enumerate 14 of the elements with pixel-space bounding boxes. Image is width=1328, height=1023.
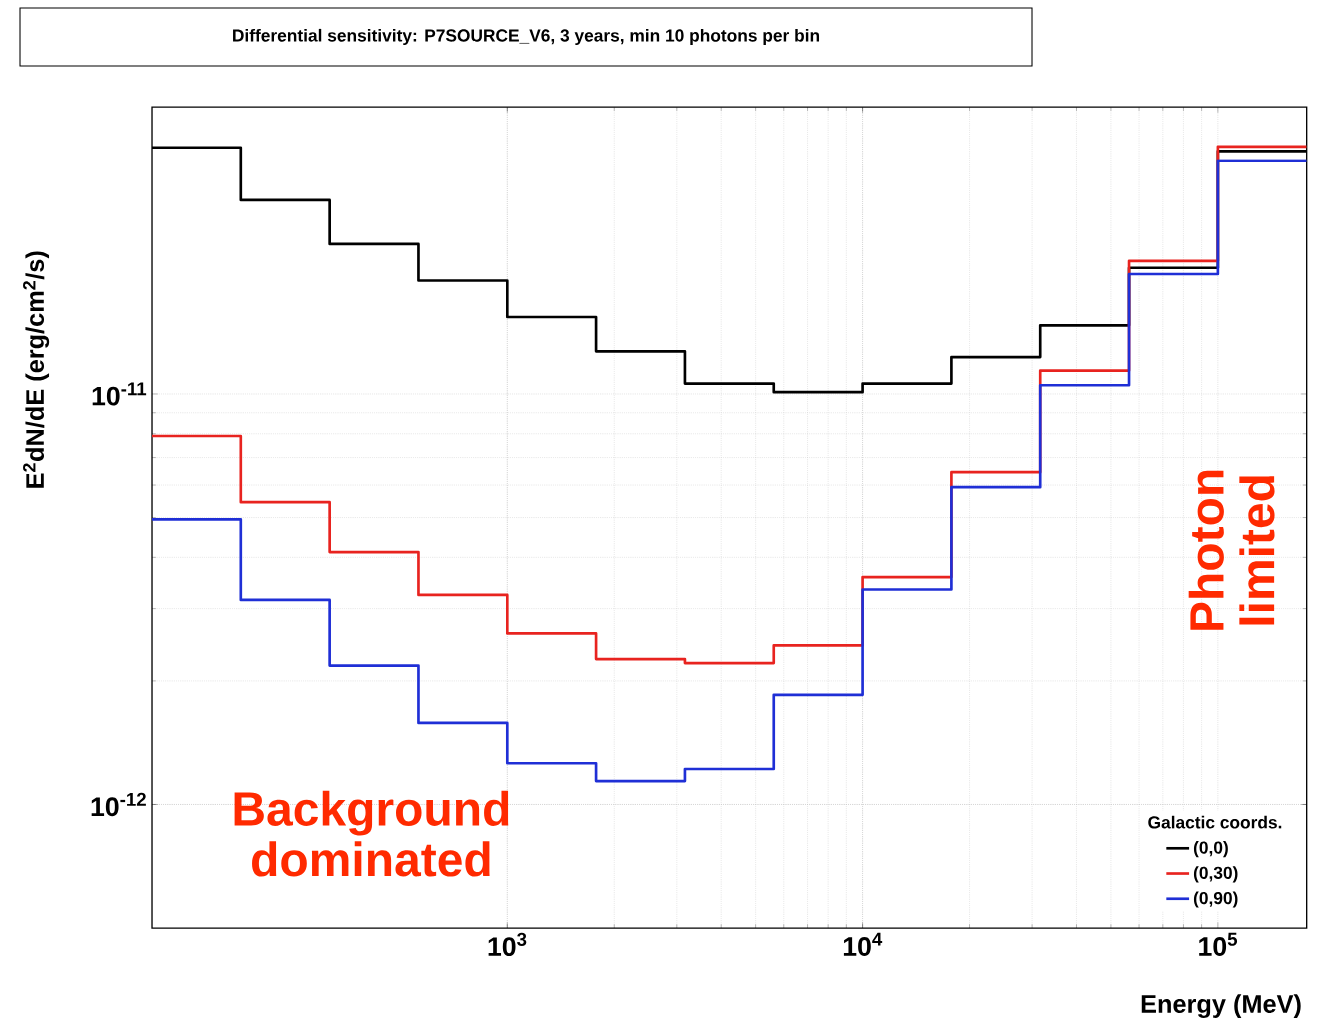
y-axis-title: E$^{2}$dN/dE (erg/cm$^{2}$/s) [23,251,50,488]
legend-title: Galactic coords. [1148,815,1282,829]
legend-label: (0,0) [1193,841,1228,858]
x-axis-title: Energy (MeV) [1141,994,1301,1019]
x-tick-label: 10$^{5}$ [1199,932,1238,956]
chart-title: Differential sensitivity: P7SOURCE_V6, 3 years, min 10 photons per bin [233,28,820,46]
legend-label: (0,30) [1193,866,1238,883]
x-tick-label: 10$^{4}$ [843,932,883,956]
x-tick-label: 10$^{3}$ [488,932,527,957]
annotation: Photon limited [1188,470,1275,630]
y-tick-label: 10$^{-11}$ [92,382,147,406]
legend-label: (0,90) [1193,891,1238,908]
y-tick-label: 10$^{-12}$ [91,792,146,817]
annotation: Background dominated [234,790,509,877]
